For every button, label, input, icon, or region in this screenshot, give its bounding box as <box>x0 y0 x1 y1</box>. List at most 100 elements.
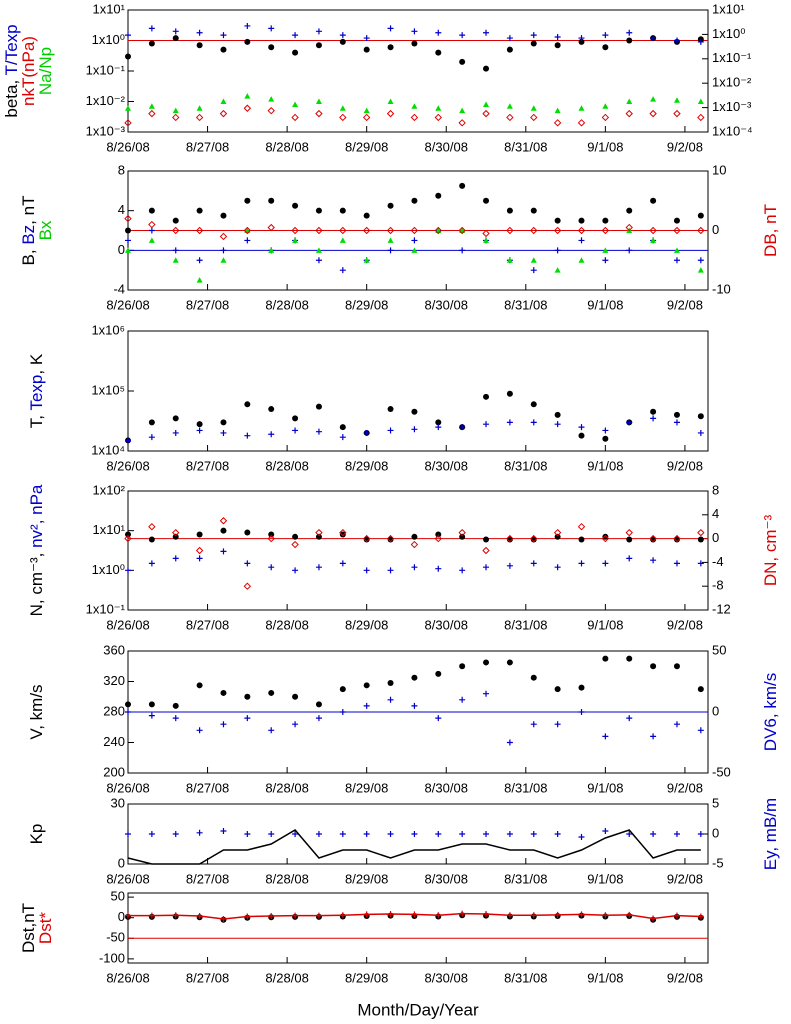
point <box>292 237 299 243</box>
point <box>435 565 442 572</box>
x-tick-label: 8/27/08 <box>186 970 229 985</box>
point <box>482 546 490 555</box>
point <box>483 831 490 837</box>
x-tick-label: 8/26/08 <box>106 297 149 312</box>
series-line <box>127 829 701 865</box>
point <box>411 237 418 244</box>
x-tick-label: 8/29/08 <box>345 139 388 154</box>
x-tick-label: 8/31/08 <box>504 780 547 795</box>
point <box>339 226 347 235</box>
point <box>291 540 299 549</box>
point <box>650 197 657 204</box>
point <box>459 910 466 917</box>
y2-axis-label: Ey, mB/m <box>761 798 780 870</box>
y-tick-label: 4 <box>118 202 125 217</box>
point <box>602 44 609 51</box>
point <box>578 217 585 224</box>
y-tick-label: 0 <box>118 855 125 870</box>
point <box>458 528 466 537</box>
y-axis-label: Kp <box>27 824 46 845</box>
point <box>339 686 346 693</box>
x-tick-label: 9/1/08 <box>587 139 623 154</box>
point <box>626 29 633 36</box>
point <box>148 434 155 441</box>
point <box>673 109 681 118</box>
x-tick-label: 8/30/08 <box>425 297 468 312</box>
point <box>363 257 370 263</box>
point <box>268 531 275 538</box>
point <box>268 564 275 571</box>
point <box>602 533 609 540</box>
y2-tick-label: 1x10⁻³ <box>712 99 752 114</box>
y-tick-label: 320 <box>103 673 125 688</box>
y-axis-label: Bx <box>36 220 55 240</box>
point <box>554 411 561 418</box>
point <box>267 534 275 543</box>
x-tick-label: 8/27/08 <box>186 458 229 473</box>
point <box>625 528 633 537</box>
y-tick-label: 30 <box>111 795 125 810</box>
point <box>363 567 370 574</box>
point <box>483 421 490 428</box>
point <box>697 257 704 264</box>
point <box>482 229 490 238</box>
x-tick-label: 8/30/08 <box>425 871 468 886</box>
y2-tick-label: 1x10⁻¹ <box>712 50 752 65</box>
point <box>673 663 680 670</box>
point <box>553 528 562 537</box>
x-tick-label: 8/27/08 <box>186 871 229 886</box>
point <box>530 560 537 567</box>
point <box>339 709 346 715</box>
y-axis-label-part: N, cm⁻³, <box>27 548 46 616</box>
point <box>602 257 609 264</box>
point <box>125 567 131 574</box>
point <box>506 739 513 746</box>
point <box>673 721 680 728</box>
point <box>411 247 418 253</box>
point <box>363 831 370 837</box>
point <box>625 223 633 232</box>
point <box>554 247 561 254</box>
y-tick-label: 1x10⁰ <box>92 562 125 577</box>
x-tick-label: 8/31/08 <box>504 970 547 985</box>
point <box>387 237 394 243</box>
point <box>697 560 704 567</box>
point <box>125 237 131 244</box>
point <box>506 831 513 837</box>
x-tick-label: 9/1/08 <box>587 780 623 795</box>
point <box>530 32 537 39</box>
point <box>411 702 418 709</box>
y2-tick-label: 0 <box>712 530 719 545</box>
point <box>339 113 347 122</box>
plot-frame <box>127 892 709 964</box>
point <box>577 119 586 127</box>
y-axis-label-part: Kp <box>27 824 46 845</box>
point <box>578 38 585 45</box>
point <box>387 98 394 104</box>
point <box>506 912 513 919</box>
y-axis-label-part: , nT <box>19 196 38 225</box>
point <box>292 533 299 540</box>
point <box>434 113 442 122</box>
point <box>602 655 609 662</box>
point <box>387 536 394 543</box>
plot-frame <box>127 330 709 452</box>
point <box>339 912 346 919</box>
y2-tick-label: 0 <box>712 825 719 840</box>
point <box>601 113 610 122</box>
x-tick-label: 9/2/08 <box>667 139 703 154</box>
point <box>434 534 442 543</box>
point <box>292 202 299 209</box>
y-axis-label: beta, T/Texp <box>2 24 21 117</box>
point <box>339 38 346 45</box>
point <box>125 437 131 444</box>
point <box>172 555 179 562</box>
x-tick-label: 8/31/08 <box>504 617 547 632</box>
point <box>602 912 609 919</box>
y2-tick-label: -4 <box>712 554 724 569</box>
point <box>673 419 680 426</box>
point <box>411 40 418 47</box>
point <box>172 107 179 114</box>
point <box>435 424 442 431</box>
y-tick-label: 50 <box>111 889 125 904</box>
